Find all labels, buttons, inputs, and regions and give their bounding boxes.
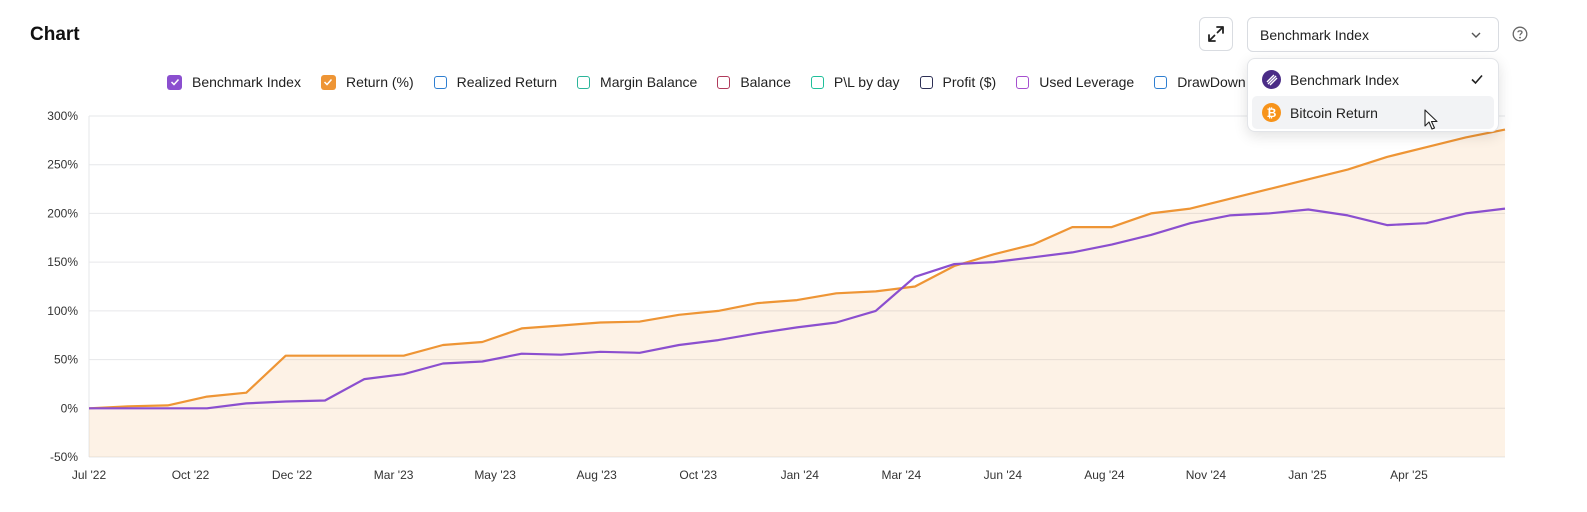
check-icon xyxy=(1471,74,1483,85)
x-tick-label: Jul '22 xyxy=(72,468,107,482)
legend-item-balance[interactable]: Balance xyxy=(717,74,791,90)
x-tick-label: Oct '22 xyxy=(172,468,210,482)
y-tick-label: 200% xyxy=(47,206,78,220)
benchmark-select[interactable]: Benchmark Index xyxy=(1247,17,1499,52)
x-tick-label: Nov '24 xyxy=(1186,468,1227,482)
legend-checkbox[interactable] xyxy=(320,74,336,90)
x-tick-label: Jan '25 xyxy=(1288,468,1327,482)
legend-checkbox[interactable] xyxy=(810,75,824,89)
legend-checkbox[interactable] xyxy=(1016,75,1030,89)
x-tick-label: Mar '23 xyxy=(374,468,414,482)
legend-label: Profit ($) xyxy=(942,74,997,90)
series-line-return xyxy=(88,128,1506,410)
y-tick-label: 300% xyxy=(47,109,78,123)
series-area xyxy=(89,129,1505,457)
legend-checkbox[interactable] xyxy=(919,75,933,89)
x-tick-label: Apr '25 xyxy=(1390,468,1428,482)
series-line-benchmark-index xyxy=(89,207,1506,410)
legend-item-drawdown[interactable]: DrawDown xyxy=(1154,74,1246,90)
bitcoin-icon: ₿ xyxy=(1262,103,1281,122)
x-tick-label: Aug '24 xyxy=(1084,468,1125,482)
legend-label: Used Leverage xyxy=(1039,74,1135,90)
legend-checkbox[interactable] xyxy=(717,75,731,89)
help-icon[interactable] xyxy=(1512,26,1528,42)
legend-checkbox[interactable] xyxy=(1154,75,1168,89)
expand-icon xyxy=(1208,26,1224,42)
legend-checkbox[interactable] xyxy=(433,75,447,89)
y-tick-label: 50% xyxy=(54,353,78,367)
legend-item-margin-balance[interactable]: Margin Balance xyxy=(577,74,697,90)
legend-item-profit[interactable]: Profit ($) xyxy=(919,74,997,90)
mouse-cursor-icon xyxy=(1424,109,1438,130)
chart-legend: Benchmark Index Return (%) Realized Return… xyxy=(167,74,1266,90)
y-tick-label: 150% xyxy=(47,255,78,269)
x-tick-label: Jan '24 xyxy=(781,468,820,482)
legend-item-realized-return[interactable]: Realized Return xyxy=(433,74,558,90)
legend-item-p-l-by-day[interactable]: P\L by day xyxy=(810,74,900,90)
legend-label: DrawDown xyxy=(1177,74,1246,90)
legend-label: P\L by day xyxy=(833,74,900,90)
y-tick-label: 100% xyxy=(47,304,78,318)
legend-item-benchmark-index[interactable]: Benchmark Index xyxy=(167,74,301,90)
dropdown-item-benchmark-index[interactable]: Benchmark Index xyxy=(1252,63,1494,96)
dropdown-item-label: Bitcoin Return xyxy=(1290,104,1378,121)
x-tick-label: Jun '24 xyxy=(984,468,1023,482)
x-tick-label: Mar '24 xyxy=(881,468,921,482)
dropdown-item-label: Benchmark Index xyxy=(1290,71,1399,88)
legend-label: Margin Balance xyxy=(600,74,698,90)
benchmark-dropdown-menu: Benchmark Index ₿ Bitcoin Return xyxy=(1247,58,1499,132)
x-tick-label: Dec '22 xyxy=(272,468,313,482)
x-tick-label: Aug '23 xyxy=(577,468,618,482)
chevron-down-icon xyxy=(1471,32,1481,38)
legend-label: Benchmark Index xyxy=(192,74,301,90)
y-tick-label: 0% xyxy=(61,401,79,415)
x-tick-label: May '23 xyxy=(474,468,516,482)
benchmark-select-value: Benchmark Index xyxy=(1260,26,1369,43)
dropdown-item-bitcoin-return[interactable]: ₿ Bitcoin Return xyxy=(1252,96,1494,129)
legend-item-used-leverage[interactable]: Used Leverage xyxy=(1016,74,1134,90)
expand-button[interactable] xyxy=(1199,17,1233,51)
x-tick-label: Oct '23 xyxy=(679,468,717,482)
legend-label: Balance xyxy=(740,74,791,90)
legend-label: Return (%) xyxy=(345,74,414,90)
legend-checkbox[interactable] xyxy=(577,75,591,89)
page-title: Chart xyxy=(30,24,80,45)
y-tick-label: 250% xyxy=(47,158,78,172)
legend-checkbox[interactable] xyxy=(167,74,182,90)
y-tick-label: -50% xyxy=(50,450,78,464)
legend-item-return[interactable]: Return (%) xyxy=(320,74,414,90)
legend-label: Realized Return xyxy=(456,74,558,90)
benchmark-icon xyxy=(1262,70,1281,89)
